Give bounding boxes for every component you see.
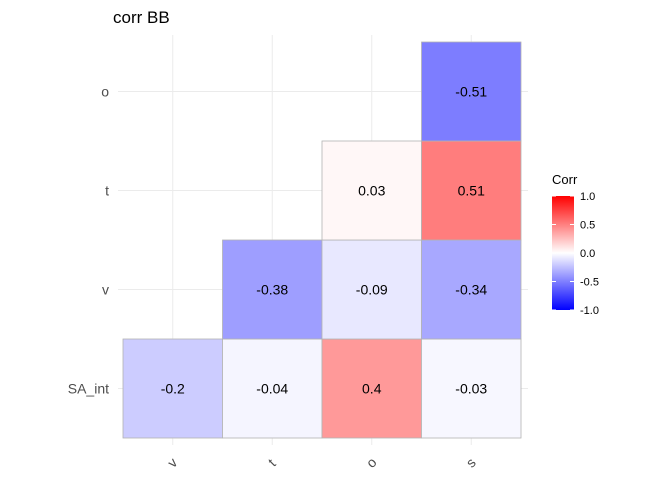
heatmap-cell-o-t [321, 140, 422, 241]
cell-label-s-o: -0.51 [455, 84, 487, 100]
legend-tick-label: 0.0 [580, 248, 595, 260]
legend-tick-label: -0.5 [580, 277, 599, 289]
x-tick-label-t: t [265, 455, 279, 469]
heatmap-cell-o-SA_int [321, 338, 422, 439]
heatmap-cell-s-o [421, 41, 522, 142]
y-tick-label-v: v [102, 282, 109, 298]
legend-tick-label: 0.5 [580, 220, 595, 232]
legend-colorbar [552, 196, 574, 310]
y-tick-label-t: t [105, 183, 109, 199]
heatmap-cell-o-v [321, 239, 422, 340]
cell-label-o-SA_int: 0.4 [362, 381, 382, 397]
cell-label-s-v: -0.34 [455, 282, 487, 298]
cell-label-o-v: -0.09 [356, 282, 388, 298]
y-tick-label-SA_int: SA_int [68, 381, 109, 397]
legend-tick-label: -1.0 [580, 305, 599, 317]
cell-label-o-t: 0.03 [358, 183, 385, 199]
x-tick-label-s: s [463, 454, 479, 470]
heatmap-cell-v-SA_int [122, 338, 223, 439]
heatmap-cell-t-SA_int [222, 338, 323, 439]
x-tick-label-v: v [164, 454, 180, 470]
legend-title: Corr [552, 172, 578, 187]
x-tick-label-o: o [363, 454, 380, 471]
cell-label-v-SA_int: -0.2 [161, 381, 185, 397]
color-legend: Corr 1.0 0.5 0.0 -0.5 -1.0 [552, 172, 599, 317]
cell-label-t-v: -0.38 [256, 282, 288, 298]
cell-label-s-SA_int: -0.03 [455, 381, 487, 397]
chart-title: corr BB [113, 8, 170, 27]
cell-label-s-t: 0.51 [458, 183, 485, 199]
cell-labels: -0.2 -0.04 0.4 -0.03 -0.38 -0.09 -0.34 0.03 0.51… [161, 84, 488, 397]
heatmap-cells [122, 41, 522, 439]
heatmap-cell-s-SA_int [421, 338, 522, 439]
heatmap-cell-s-t [421, 140, 522, 241]
y-tick-label-o: o [101, 84, 109, 100]
legend-ticks: 1.0 0.5 0.0 -0.5 -1.0 [552, 191, 599, 317]
cell-label-t-SA_int: -0.04 [256, 381, 288, 397]
y-axis-ticks: SA_int v t o [68, 84, 109, 397]
legend-tick-label: 1.0 [580, 191, 595, 203]
